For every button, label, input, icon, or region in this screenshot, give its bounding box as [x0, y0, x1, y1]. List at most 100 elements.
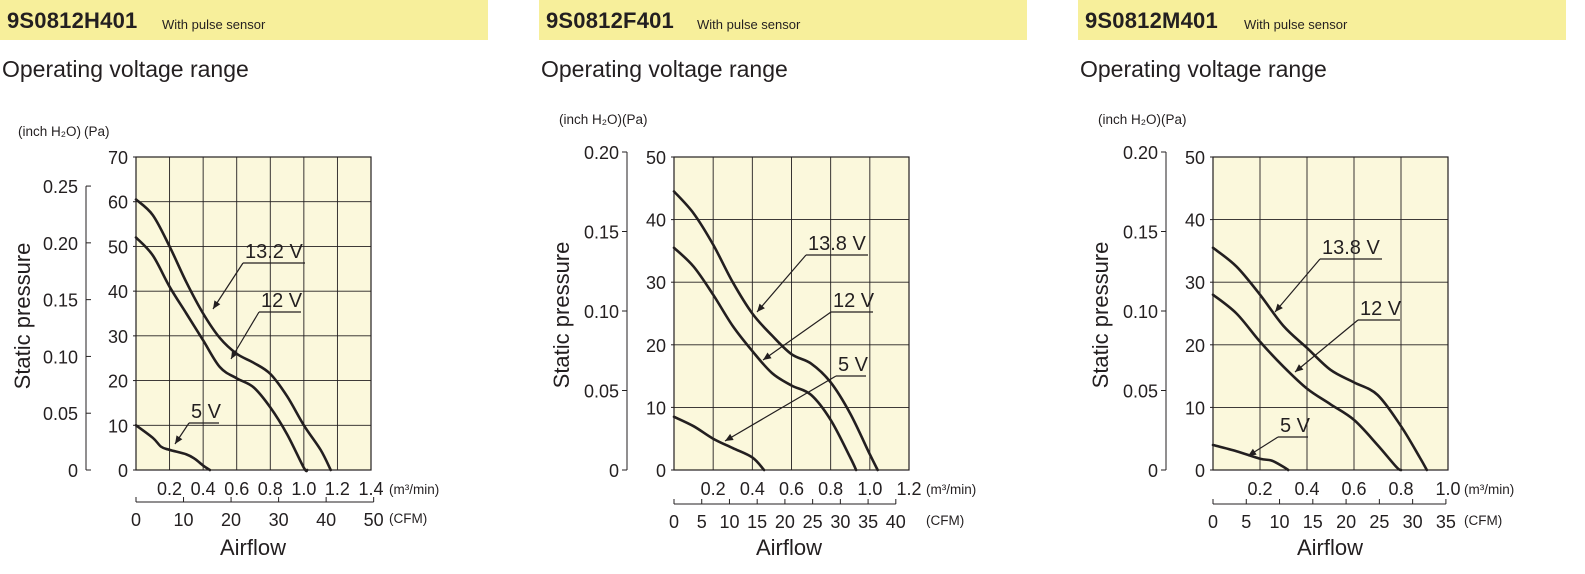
y-tick-label-inch: 0.15 — [1123, 222, 1158, 242]
series-label: 5 V — [191, 401, 222, 423]
x-tick-label-cfm: 0 — [131, 510, 141, 530]
series-curve — [672, 415, 766, 472]
chart-panel: 9S0812F401 With pulse sensor Operating v… — [539, 0, 1039, 574]
y-tick-label-pa: 10 — [108, 416, 128, 436]
series-label: 12 V — [261, 290, 303, 312]
leader-arrowhead — [1248, 448, 1257, 456]
x-tick-label-m3: 0.6 — [779, 479, 804, 499]
x-tick-label-m3: 0.8 — [818, 479, 843, 499]
y-tick-label-inch: 0 — [68, 461, 78, 481]
x-tick-label-m3: 1.4 — [358, 479, 383, 499]
x-tick-label-cfm: 30 — [830, 512, 850, 532]
x-unit-m3: (m³/min) — [1464, 482, 1514, 497]
y-tick-label-inch: 0.05 — [43, 404, 78, 424]
x-tick-label-cfm: 30 — [1403, 512, 1423, 532]
y-tick-label-pa: 20 — [1185, 336, 1205, 356]
series-label: 13.8 V — [808, 233, 866, 255]
leader-line — [756, 254, 807, 313]
y-tick-label-pa: 40 — [646, 211, 666, 231]
y-tick-label-pa: 20 — [108, 372, 128, 392]
x-tick-label-cfm: 0 — [669, 512, 679, 532]
x-tick-label-cfm: 35 — [1436, 512, 1456, 532]
x-tick-label-cfm: 25 — [803, 512, 823, 532]
chart-subtitle: Operating voltage range — [2, 56, 249, 82]
x-tick-label-cfm: 15 — [747, 512, 767, 532]
sensor-note: With pulse sensor — [162, 17, 266, 32]
leader-arrowhead — [1295, 364, 1304, 372]
leader-line — [1294, 319, 1359, 373]
y-tick-label-inch: 0.15 — [584, 222, 619, 242]
sensor-note: With pulse sensor — [697, 17, 801, 32]
y-tick-label-inch: 0.15 — [43, 291, 78, 311]
y-tick-label-pa: 50 — [1185, 148, 1205, 168]
leader-arrowhead — [763, 352, 772, 360]
x-unit-cfm: (CFM) — [926, 513, 964, 528]
sensor-note: With pulse sensor — [1244, 17, 1348, 32]
y-tick-label-inch: 0 — [609, 461, 619, 481]
x-unit-cfm: (CFM) — [389, 511, 427, 526]
y-tick-label-pa: 10 — [1185, 398, 1205, 418]
y-unit-pa: (Pa) — [622, 112, 648, 127]
leader-line — [1274, 258, 1321, 313]
x-tick-label-cfm: 10 — [1270, 512, 1290, 532]
y-unit-pa: (Pa) — [1161, 112, 1187, 127]
y-tick-label-inch: 0 — [1148, 461, 1158, 481]
series-curve — [672, 190, 879, 472]
y-axis-title: Static pressure — [10, 243, 35, 390]
title-bar: 9S0812H401 With pulse sensor — [0, 0, 488, 40]
leader-line — [762, 311, 832, 361]
series-label: 5 V — [838, 354, 869, 376]
y-tick-label-pa: 0 — [1195, 461, 1205, 481]
x-tick-label-m3: 1.0 — [857, 479, 882, 499]
x-unit-m3: (m³/min) — [926, 482, 976, 497]
x-tick-label-cfm: 50 — [364, 510, 384, 530]
y-tick-label-pa: 30 — [1185, 273, 1205, 293]
y-tick-label-inch: 0.05 — [1123, 381, 1158, 401]
y-tick-label-pa: 0 — [118, 461, 128, 481]
x-tick-label-m3: 0.4 — [1294, 479, 1319, 499]
y-axis-title: Static pressure — [1088, 242, 1113, 389]
x-tick-label-cfm: 25 — [1369, 512, 1389, 532]
x-tick-label-m3: 0.2 — [701, 479, 726, 499]
series-curve — [1211, 293, 1403, 472]
leader-arrowhead — [175, 435, 183, 444]
y-tick-label-pa: 60 — [108, 193, 128, 213]
chart-subtitle: Operating voltage range — [1080, 56, 1327, 82]
y-tick-label-inch: 0.25 — [43, 177, 78, 197]
x-tick-label-cfm: 0 — [1208, 512, 1218, 532]
model-number: 9S0812F401 — [546, 8, 674, 33]
y-tick-label-pa: 40 — [108, 282, 128, 302]
model-number: 9S0812H401 — [7, 8, 138, 33]
x-tick-label-cfm: 10 — [174, 510, 194, 530]
x-tick-label-m3: 0.2 — [157, 479, 182, 499]
leader-line — [724, 375, 837, 442]
x-axis-title: Airflow — [1297, 535, 1363, 560]
x-tick-label-cfm: 30 — [269, 510, 289, 530]
y-axis-title: Static pressure — [549, 242, 574, 389]
x-tick-label-cfm: 20 — [221, 510, 241, 530]
y-tick-label-inch: 0.20 — [1123, 143, 1158, 163]
y-tick-label-pa: 50 — [108, 237, 128, 257]
x-tick-label-m3: 0.4 — [191, 479, 216, 499]
x-unit-cfm: (CFM) — [1464, 513, 1502, 528]
x-tick-label-m3: 0.8 — [1388, 479, 1413, 499]
x-tick-label-cfm: 35 — [858, 512, 878, 532]
series-label: 5 V — [1280, 415, 1311, 437]
x-axis-title: Airflow — [756, 535, 822, 560]
y-tick-label-pa: 30 — [646, 273, 666, 293]
leader-arrowhead — [1275, 303, 1283, 312]
leader-line — [212, 262, 244, 310]
leader-arrowhead — [231, 350, 239, 359]
pq-curve-chart: 01020304050607000.050.100.150.200.25(inc… — [10, 124, 439, 560]
title-bar: 9S0812M401 With pulse sensor — [1078, 0, 1566, 40]
series-curve — [1211, 443, 1290, 472]
y-unit-inch: (inch H₂O) — [1098, 112, 1161, 127]
leader-arrowhead — [725, 433, 734, 441]
x-tick-label-m3: 1.0 — [291, 479, 316, 499]
y-unit-pa: (Pa) — [84, 124, 110, 139]
x-tick-label-cfm: 5 — [1241, 512, 1251, 532]
x-tick-label-cfm: 5 — [697, 512, 707, 532]
x-tick-label-m3: 0.6 — [1341, 479, 1366, 499]
